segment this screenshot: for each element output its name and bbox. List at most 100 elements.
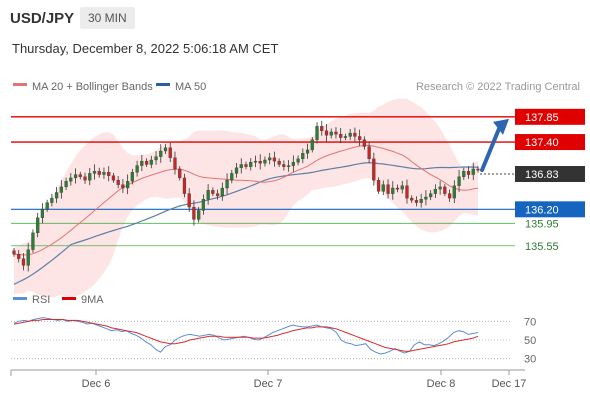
candle-body xyxy=(268,157,272,161)
candle-body xyxy=(126,181,130,189)
candle-body xyxy=(462,171,466,177)
candle-body xyxy=(329,131,333,136)
candle-body xyxy=(234,167,239,174)
forecast-arrow-shaft xyxy=(480,126,501,173)
candle-body xyxy=(178,168,182,179)
candle-body xyxy=(50,197,54,203)
candle-body xyxy=(197,210,201,220)
candle-body xyxy=(17,254,21,259)
rsi-ma-legend-label: 9MA xyxy=(81,294,104,306)
candle-body xyxy=(36,217,40,234)
x-axis-label: Dec 8 xyxy=(427,378,456,390)
ma50-legend-label: MA 50 xyxy=(175,81,206,93)
candle-body xyxy=(438,186,442,190)
candle-body xyxy=(476,168,480,171)
candle-body xyxy=(239,164,243,168)
candle-body xyxy=(429,193,433,198)
candle-body xyxy=(40,209,45,218)
candle-body xyxy=(31,232,35,250)
bollinger-band-area xyxy=(14,98,478,298)
candle-body xyxy=(45,202,49,210)
candle-body xyxy=(466,171,471,175)
ma50-line xyxy=(13,162,479,285)
candle-body xyxy=(315,126,319,140)
candle-body xyxy=(244,164,248,167)
candle-body xyxy=(414,200,419,203)
candle-body xyxy=(144,160,149,165)
resistance-label-box xyxy=(515,108,585,125)
forecast-arrow-head xyxy=(493,118,509,135)
rsi-legend-label: RSI xyxy=(32,294,50,306)
minor-level-label: 135.55 xyxy=(525,241,559,253)
candle-body xyxy=(381,184,385,192)
candle-body xyxy=(443,186,447,194)
candle-body xyxy=(230,173,234,181)
candle-body xyxy=(367,146,371,160)
candle-body xyxy=(372,158,376,181)
ma50-legend-swatch xyxy=(156,83,170,86)
candle-body xyxy=(78,174,82,177)
candle-body xyxy=(249,162,253,167)
candle-body xyxy=(258,160,262,164)
candle-body xyxy=(424,196,428,200)
candle-body xyxy=(457,176,461,186)
support-label: 136.20 xyxy=(525,204,559,216)
x-axis-label: Dec 7 xyxy=(254,378,283,390)
candle-body xyxy=(187,193,191,208)
candle-body xyxy=(324,130,329,136)
symbol-title: USD/JPY xyxy=(10,10,75,27)
candle-body xyxy=(54,192,59,199)
candle-body xyxy=(130,172,134,182)
last-price-label-box xyxy=(515,166,585,182)
candle-body xyxy=(107,172,111,176)
rsi-ma-line xyxy=(13,319,479,352)
candle-body xyxy=(400,185,404,190)
rsi-legend-swatch xyxy=(13,297,27,300)
x-axis-label: Dec 17 xyxy=(492,378,527,390)
ma20-legend-label: MA 20 + Bollinger Bands xyxy=(32,81,153,93)
candle-body xyxy=(64,181,68,188)
candle-body xyxy=(163,147,168,152)
candle-body xyxy=(111,175,116,181)
candle-body xyxy=(353,132,357,137)
candle-body xyxy=(116,180,120,185)
candle-body xyxy=(253,160,258,163)
ma20-line xyxy=(13,144,479,256)
candle-body xyxy=(291,162,295,166)
candle-body xyxy=(12,250,16,255)
candle-body xyxy=(173,157,177,170)
candle-body xyxy=(206,190,210,200)
candle-body xyxy=(211,190,215,194)
candle-body xyxy=(73,174,78,179)
candle-body xyxy=(83,176,87,181)
candle-body xyxy=(149,159,153,165)
last-price-label: 136.83 xyxy=(525,169,559,181)
candle-body xyxy=(305,149,310,154)
rsi-tick-label: 30 xyxy=(524,354,536,366)
candle-body xyxy=(225,180,229,189)
rsi-tick-label: 50 xyxy=(524,335,536,347)
candle-body xyxy=(334,131,338,135)
timeframe-button[interactable]: 30 MIN xyxy=(80,7,135,29)
candle-body xyxy=(391,187,395,194)
candle-body xyxy=(358,136,362,140)
candle-body xyxy=(220,187,224,197)
candle-body xyxy=(348,132,352,137)
candle-body xyxy=(301,153,305,160)
candle-body xyxy=(405,185,409,199)
candle-body xyxy=(26,249,30,266)
resistance-label: 137.85 xyxy=(525,112,559,124)
candle-body xyxy=(343,136,348,138)
candle-body xyxy=(102,172,106,175)
candle-body xyxy=(310,139,314,151)
candle-body xyxy=(320,126,324,131)
support-label-box xyxy=(515,201,585,218)
candle-body xyxy=(433,188,438,194)
candle-body xyxy=(59,186,63,193)
candle-body xyxy=(263,159,267,164)
candle-body xyxy=(339,134,343,138)
candle-body xyxy=(21,258,26,266)
candle-body xyxy=(376,180,381,192)
candle-body xyxy=(159,150,163,157)
candle-body xyxy=(154,156,158,161)
